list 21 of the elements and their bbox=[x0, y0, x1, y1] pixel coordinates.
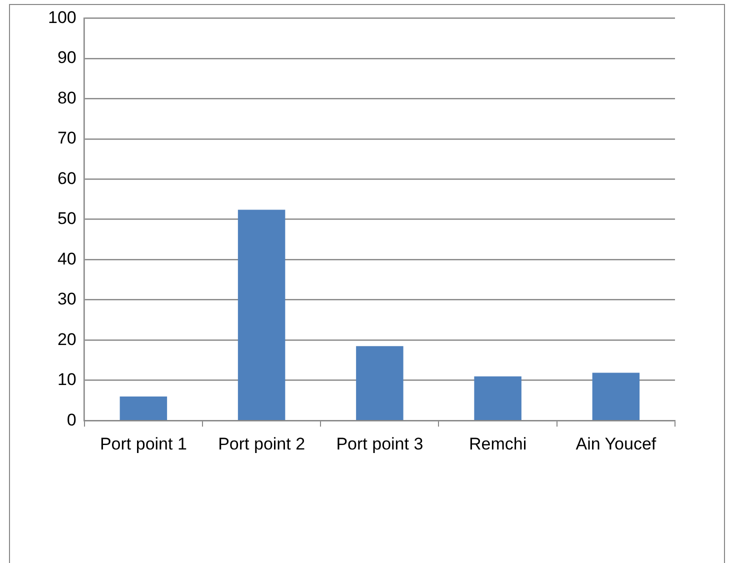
bar bbox=[592, 372, 640, 420]
bar bbox=[474, 376, 522, 420]
x-tick-label: Remchi bbox=[468, 434, 527, 454]
y-tick-label: 80 bbox=[57, 88, 76, 108]
y-tick-label: 30 bbox=[57, 290, 76, 309]
x-tick-label: Ain Youcef bbox=[576, 434, 656, 454]
bar bbox=[120, 396, 168, 420]
bar bbox=[238, 210, 286, 420]
y-tick-label: 0 bbox=[66, 410, 76, 430]
y-tick-label: 70 bbox=[57, 128, 76, 148]
y-tick-label: 100 bbox=[48, 8, 76, 27]
y-tick-label: 60 bbox=[57, 168, 76, 188]
x-tick-label: Port point 1 bbox=[100, 434, 187, 454]
y-tick-label: 90 bbox=[57, 48, 76, 68]
x-tick-label: Port point 2 bbox=[218, 434, 306, 454]
y-tick-label: 50 bbox=[57, 209, 76, 228]
y-tick-label: 10 bbox=[57, 370, 76, 390]
x-tick-label: Port point 3 bbox=[336, 434, 424, 454]
y-tick-label: 40 bbox=[57, 249, 76, 268]
bar bbox=[356, 346, 404, 420]
y-tick-label: 20 bbox=[57, 330, 76, 349]
